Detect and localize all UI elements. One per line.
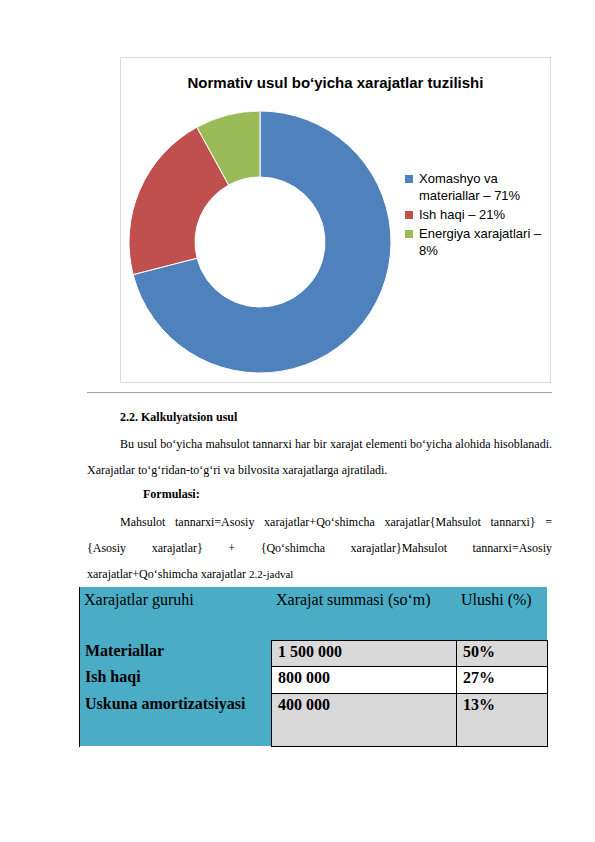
separator bbox=[87, 392, 552, 393]
legend-swatch bbox=[405, 211, 413, 219]
legend-label: Xomashyo va materiallar – 71% bbox=[419, 170, 547, 204]
table-header-cell: Ulushi (%) bbox=[461, 591, 546, 609]
table-header-cell: Xarajatlar guruhi bbox=[84, 591, 270, 609]
legend-item: Xomashyo va materiallar – 71% bbox=[405, 170, 545, 204]
donut-slice bbox=[197, 111, 260, 185]
table-cell: Uskuna amortizatsiyasi bbox=[79, 693, 271, 747]
legend: Xomashyo va materiallar – 71% Ish haqi – … bbox=[405, 170, 545, 261]
formula-label: Formulasi: bbox=[143, 487, 200, 502]
table-caption: 2.2-jadval bbox=[249, 568, 293, 580]
legend-swatch bbox=[405, 230, 413, 238]
chart-title: Normativ usul bo‘yicha xarajatlar tuzili… bbox=[120, 74, 551, 91]
table-cell: Ish haqi bbox=[79, 666, 271, 694]
table-cell: 50% bbox=[456, 640, 548, 667]
legend-item: Ish haqi – 21% bbox=[405, 206, 545, 223]
legend-label: Ish haqi – 21% bbox=[419, 206, 547, 223]
table-cell: 1 500 000 bbox=[271, 640, 457, 667]
legend-item: Energiya xarajatlari – 8% bbox=[405, 225, 545, 259]
table-cell: 800 000 bbox=[271, 666, 457, 694]
paragraph: Bu usul bo‘yicha mahsulot tannarxi har b… bbox=[87, 431, 552, 483]
legend-label: Energiya xarajatlari – 8% bbox=[419, 225, 547, 259]
table-cell: 400 000 bbox=[271, 693, 457, 747]
section-heading: 2.2. Kalkulyatsion usul bbox=[120, 410, 237, 425]
table-cell: 27% bbox=[456, 666, 548, 694]
formula: Mahsulot tannarxi=Asosiy xarajatlar+Qo‘s… bbox=[87, 509, 552, 587]
formula-text: Mahsulot tannarxi=Asosiy xarajatlar+Qo‘s… bbox=[87, 515, 552, 581]
table-header-cell: Xarajat summasi (so‘m) bbox=[276, 591, 455, 609]
legend-swatch bbox=[405, 175, 413, 183]
table-cell: 13% bbox=[456, 693, 548, 747]
table-left-border bbox=[79, 587, 80, 747]
table-cell: Materiallar bbox=[79, 640, 271, 667]
